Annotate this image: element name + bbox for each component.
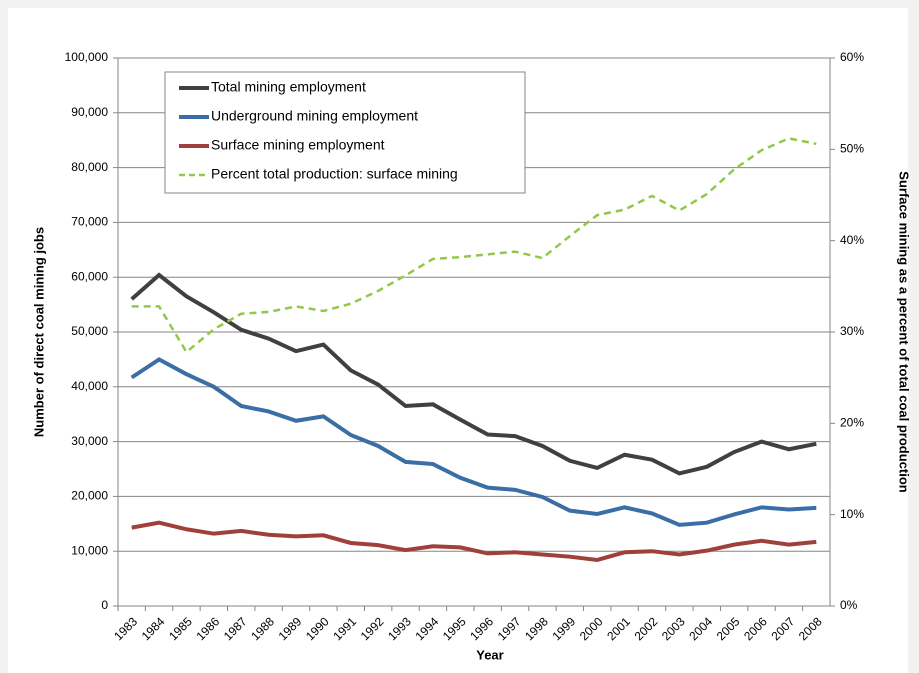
y2-tick-label: 20% bbox=[840, 416, 864, 430]
y-tick-label: 70,000 bbox=[71, 215, 108, 229]
series-line bbox=[131, 137, 817, 354]
series-line bbox=[131, 520, 817, 563]
legend-box bbox=[164, 71, 526, 194]
legend-label: Total mining employment bbox=[211, 79, 366, 95]
series-line bbox=[130, 272, 817, 476]
y-tick-label: 20,000 bbox=[71, 489, 108, 503]
y-tick-label: 100,000 bbox=[65, 50, 109, 64]
y-tick-label: 80,000 bbox=[71, 160, 108, 174]
y-tick-label: 0 bbox=[101, 598, 108, 612]
y2-tick-label: 30% bbox=[840, 324, 864, 338]
y-tick-label: 60,000 bbox=[71, 269, 108, 283]
legend-label: Percent total production: surface mining bbox=[211, 166, 458, 182]
y2-tick-label: 0% bbox=[840, 598, 858, 612]
x-axis-title: Year bbox=[476, 647, 503, 662]
y-axis-title: Number of direct coal mining jobs bbox=[31, 227, 46, 437]
y-tick-label: 40,000 bbox=[71, 379, 108, 393]
y-tick-label: 30,000 bbox=[71, 434, 108, 448]
y2-tick-label: 10% bbox=[840, 507, 864, 521]
y2-tick-label: 40% bbox=[840, 233, 864, 247]
y-tick-label: 10,000 bbox=[71, 543, 108, 557]
series-line bbox=[130, 357, 817, 527]
y-tick-label: 50,000 bbox=[71, 324, 108, 338]
y2-tick-label: 60% bbox=[840, 50, 864, 64]
y2-axis-title: Surface mining as a percent of total coa… bbox=[897, 171, 912, 492]
legend-label: Surface mining employment bbox=[211, 137, 385, 153]
y2-tick-label: 50% bbox=[840, 142, 864, 156]
y-tick-label: 90,000 bbox=[71, 105, 108, 119]
legend-label: Underground mining employment bbox=[211, 108, 418, 124]
